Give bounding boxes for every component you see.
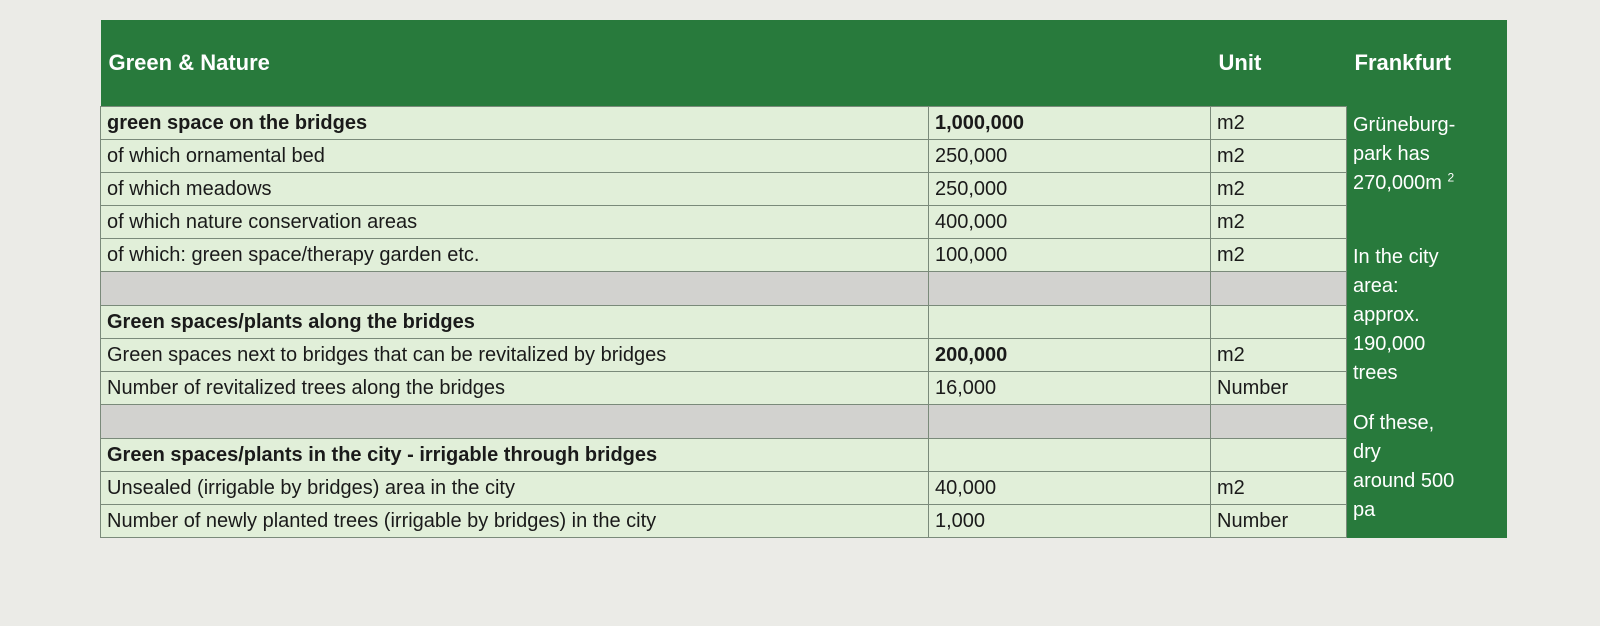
cell-unit: m2 <box>1211 239 1347 272</box>
cell-value: 400,000 <box>929 206 1211 239</box>
table-row: Green spaces next to bridges that can be… <box>101 339 1507 372</box>
note-text: In the city <box>1353 246 1439 268</box>
cell-unit <box>1211 306 1347 339</box>
cell-unit: m2 <box>1211 472 1347 505</box>
cell-spacer <box>1211 405 1347 439</box>
cell-value: 250,000 <box>929 173 1211 206</box>
note-text: Grüneburg- <box>1353 114 1455 136</box>
cell-spacer <box>1211 272 1347 306</box>
header-value <box>929 20 1211 107</box>
table-row: of which ornamental bed 250,000 m2 <box>101 140 1507 173</box>
cell-spacer <box>929 405 1211 439</box>
cell-spacer <box>101 272 929 306</box>
cell-label: Number of revitalized trees along the br… <box>101 372 929 405</box>
header-label: Green & Nature <box>101 20 929 107</box>
cell-unit <box>1211 439 1347 472</box>
frankfurt-note: Grüneburg- park has 270,000m 2 <box>1347 107 1507 206</box>
table-row-spacer <box>101 272 1507 306</box>
table-container: Green & Nature Unit Frankfurt green spac… <box>100 20 1506 538</box>
cell-label: of which nature conservation areas <box>101 206 929 239</box>
cell-unit: m2 <box>1211 206 1347 239</box>
cell-label: of which meadows <box>101 173 929 206</box>
note-text: Of these, <box>1353 412 1434 434</box>
cell-unit: m2 <box>1211 107 1347 140</box>
table-row: Green spaces/plants in the city - irriga… <box>101 439 1507 472</box>
cell-label: Green spaces/plants in the city - irriga… <box>101 439 929 472</box>
cell-label: Number of newly planted trees (irrigable… <box>101 505 929 538</box>
cell-value <box>929 306 1211 339</box>
cell-label: Unsealed (irrigable by bridges) area in … <box>101 472 929 505</box>
table-row-spacer: Of these, dry around 500 pa <box>101 405 1507 439</box>
note-text: around 500 <box>1353 470 1454 492</box>
note-text: approx. <box>1353 304 1420 326</box>
cell-label: Green spaces/plants along the bridges <box>101 306 929 339</box>
table-row: of which nature conservation areas 400,0… <box>101 206 1507 239</box>
frankfurt-note: In the city area: approx. 190,000 trees <box>1347 239 1507 405</box>
cell-value: 100,000 <box>929 239 1211 272</box>
cell-value: 40,000 <box>929 472 1211 505</box>
frankfurt-note: Of these, dry around 500 pa <box>1347 405 1507 538</box>
cell-unit: m2 <box>1211 339 1347 372</box>
table-row: of which meadows 250,000 m2 <box>101 173 1507 206</box>
note-sup: 2 <box>1448 170 1455 184</box>
note-text: park has <box>1353 143 1430 165</box>
green-nature-table: Green & Nature Unit Frankfurt green spac… <box>100 20 1507 538</box>
cell-label: green space on the bridges <box>101 107 929 140</box>
table-row: of which: green space/therapy garden etc… <box>101 239 1507 272</box>
cell-label: of which ornamental bed <box>101 140 929 173</box>
cell-unit: m2 <box>1211 173 1347 206</box>
note-text: trees <box>1353 362 1397 384</box>
cell-value <box>929 439 1211 472</box>
note-text: area: <box>1353 275 1399 297</box>
note-text: 190,000 <box>1353 333 1425 355</box>
table-header-row: Green & Nature Unit Frankfurt <box>101 20 1507 107</box>
cell-value: 250,000 <box>929 140 1211 173</box>
table-row: green space on the bridges 1,000,000 m2 … <box>101 107 1507 140</box>
cell-value: 16,000 <box>929 372 1211 405</box>
table-row: Number of revitalized trees along the br… <box>101 372 1507 405</box>
table-row: Number of newly planted trees (irrigable… <box>101 505 1507 538</box>
cell-spacer <box>929 272 1211 306</box>
cell-label: Green spaces next to bridges that can be… <box>101 339 929 372</box>
header-unit: Unit <box>1211 20 1347 107</box>
header-frankfurt: Frankfurt <box>1347 20 1507 107</box>
cell-unit: Number <box>1211 505 1347 538</box>
table-row: Unsealed (irrigable by bridges) area in … <box>101 472 1507 505</box>
note-text: 270,000m <box>1353 172 1442 194</box>
note-text: dry <box>1353 441 1381 463</box>
cell-unit: Number <box>1211 372 1347 405</box>
cell-value: 200,000 <box>929 339 1211 372</box>
cell-spacer <box>101 405 929 439</box>
frankfurt-gap <box>1347 206 1507 239</box>
note-text: pa <box>1353 499 1375 521</box>
cell-unit: m2 <box>1211 140 1347 173</box>
cell-label: of which: green space/therapy garden etc… <box>101 239 929 272</box>
cell-value: 1,000 <box>929 505 1211 538</box>
cell-value: 1,000,000 <box>929 107 1211 140</box>
table-row: Green spaces/plants along the bridges <box>101 306 1507 339</box>
